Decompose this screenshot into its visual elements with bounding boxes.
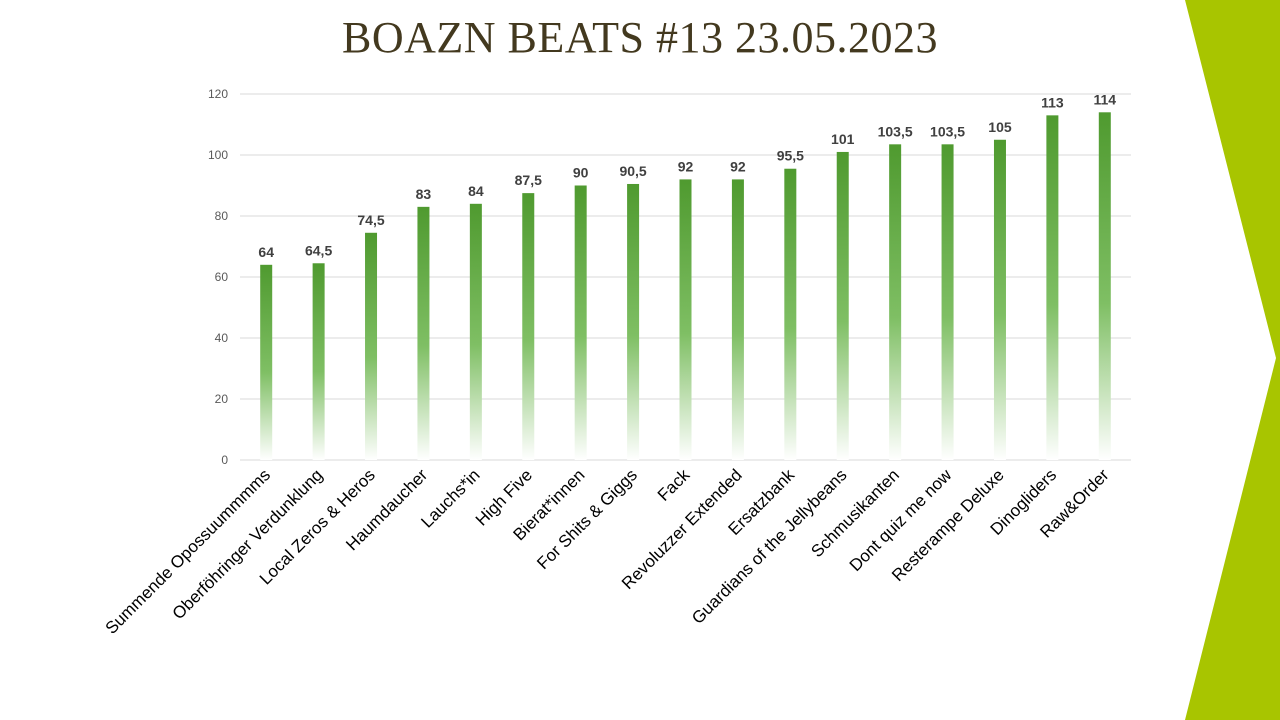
y-tick-label: 120 [208, 87, 228, 101]
y-tick-label: 60 [215, 270, 229, 284]
data-label: 92 [678, 158, 694, 174]
bar [993, 139, 1006, 460]
y-tick-label: 80 [215, 209, 229, 223]
data-label: 113 [1041, 94, 1064, 110]
data-label: 92 [730, 158, 746, 174]
bar [469, 203, 482, 461]
bar [784, 168, 797, 460]
data-label: 64 [258, 244, 274, 260]
bar [731, 179, 744, 460]
bar [1046, 115, 1059, 460]
y-tick-label: 20 [215, 392, 229, 406]
data-label: 87,5 [515, 172, 542, 188]
bar [522, 193, 535, 460]
page-title: BOAZN BEATS #13 23.05.2023 [341, 13, 939, 62]
data-label: 101 [831, 131, 855, 147]
data-label: 105 [988, 119, 1012, 135]
bar [679, 179, 692, 460]
data-label: 114 [1093, 91, 1116, 107]
bar [1098, 112, 1111, 461]
y-axis-ticks: 0 20 40 60 80 100 120 [208, 87, 228, 467]
data-label: 83 [416, 186, 432, 202]
bar [889, 144, 902, 460]
bar [941, 144, 954, 460]
data-label: 103,5 [930, 123, 965, 139]
y-tick-label: 100 [208, 148, 228, 162]
data-label: 95,5 [777, 148, 804, 164]
data-label: 90 [573, 165, 589, 181]
data-labels: 64 64,5 74,5 83 84 87,5 90 90,5 92 92 95,5 101 103,5… [258, 91, 1116, 259]
bar [417, 206, 430, 460]
bar [627, 183, 640, 460]
data-label: 74,5 [357, 212, 384, 228]
data-label: 64,5 [305, 242, 332, 258]
bar [836, 151, 849, 460]
data-label: 84 [468, 183, 484, 199]
y-tick-label: 40 [215, 331, 229, 345]
data-label: 90,5 [619, 163, 646, 179]
y-tick-label: 0 [221, 453, 228, 467]
bar [312, 263, 325, 460]
bar [574, 185, 587, 460]
data-label: 103,5 [878, 123, 913, 139]
x-tick-label: For Shits & Giggs [533, 465, 641, 573]
bar [260, 264, 273, 460]
bar [365, 232, 378, 460]
bars [260, 112, 1111, 461]
x-tick-label: Fack [654, 465, 694, 505]
